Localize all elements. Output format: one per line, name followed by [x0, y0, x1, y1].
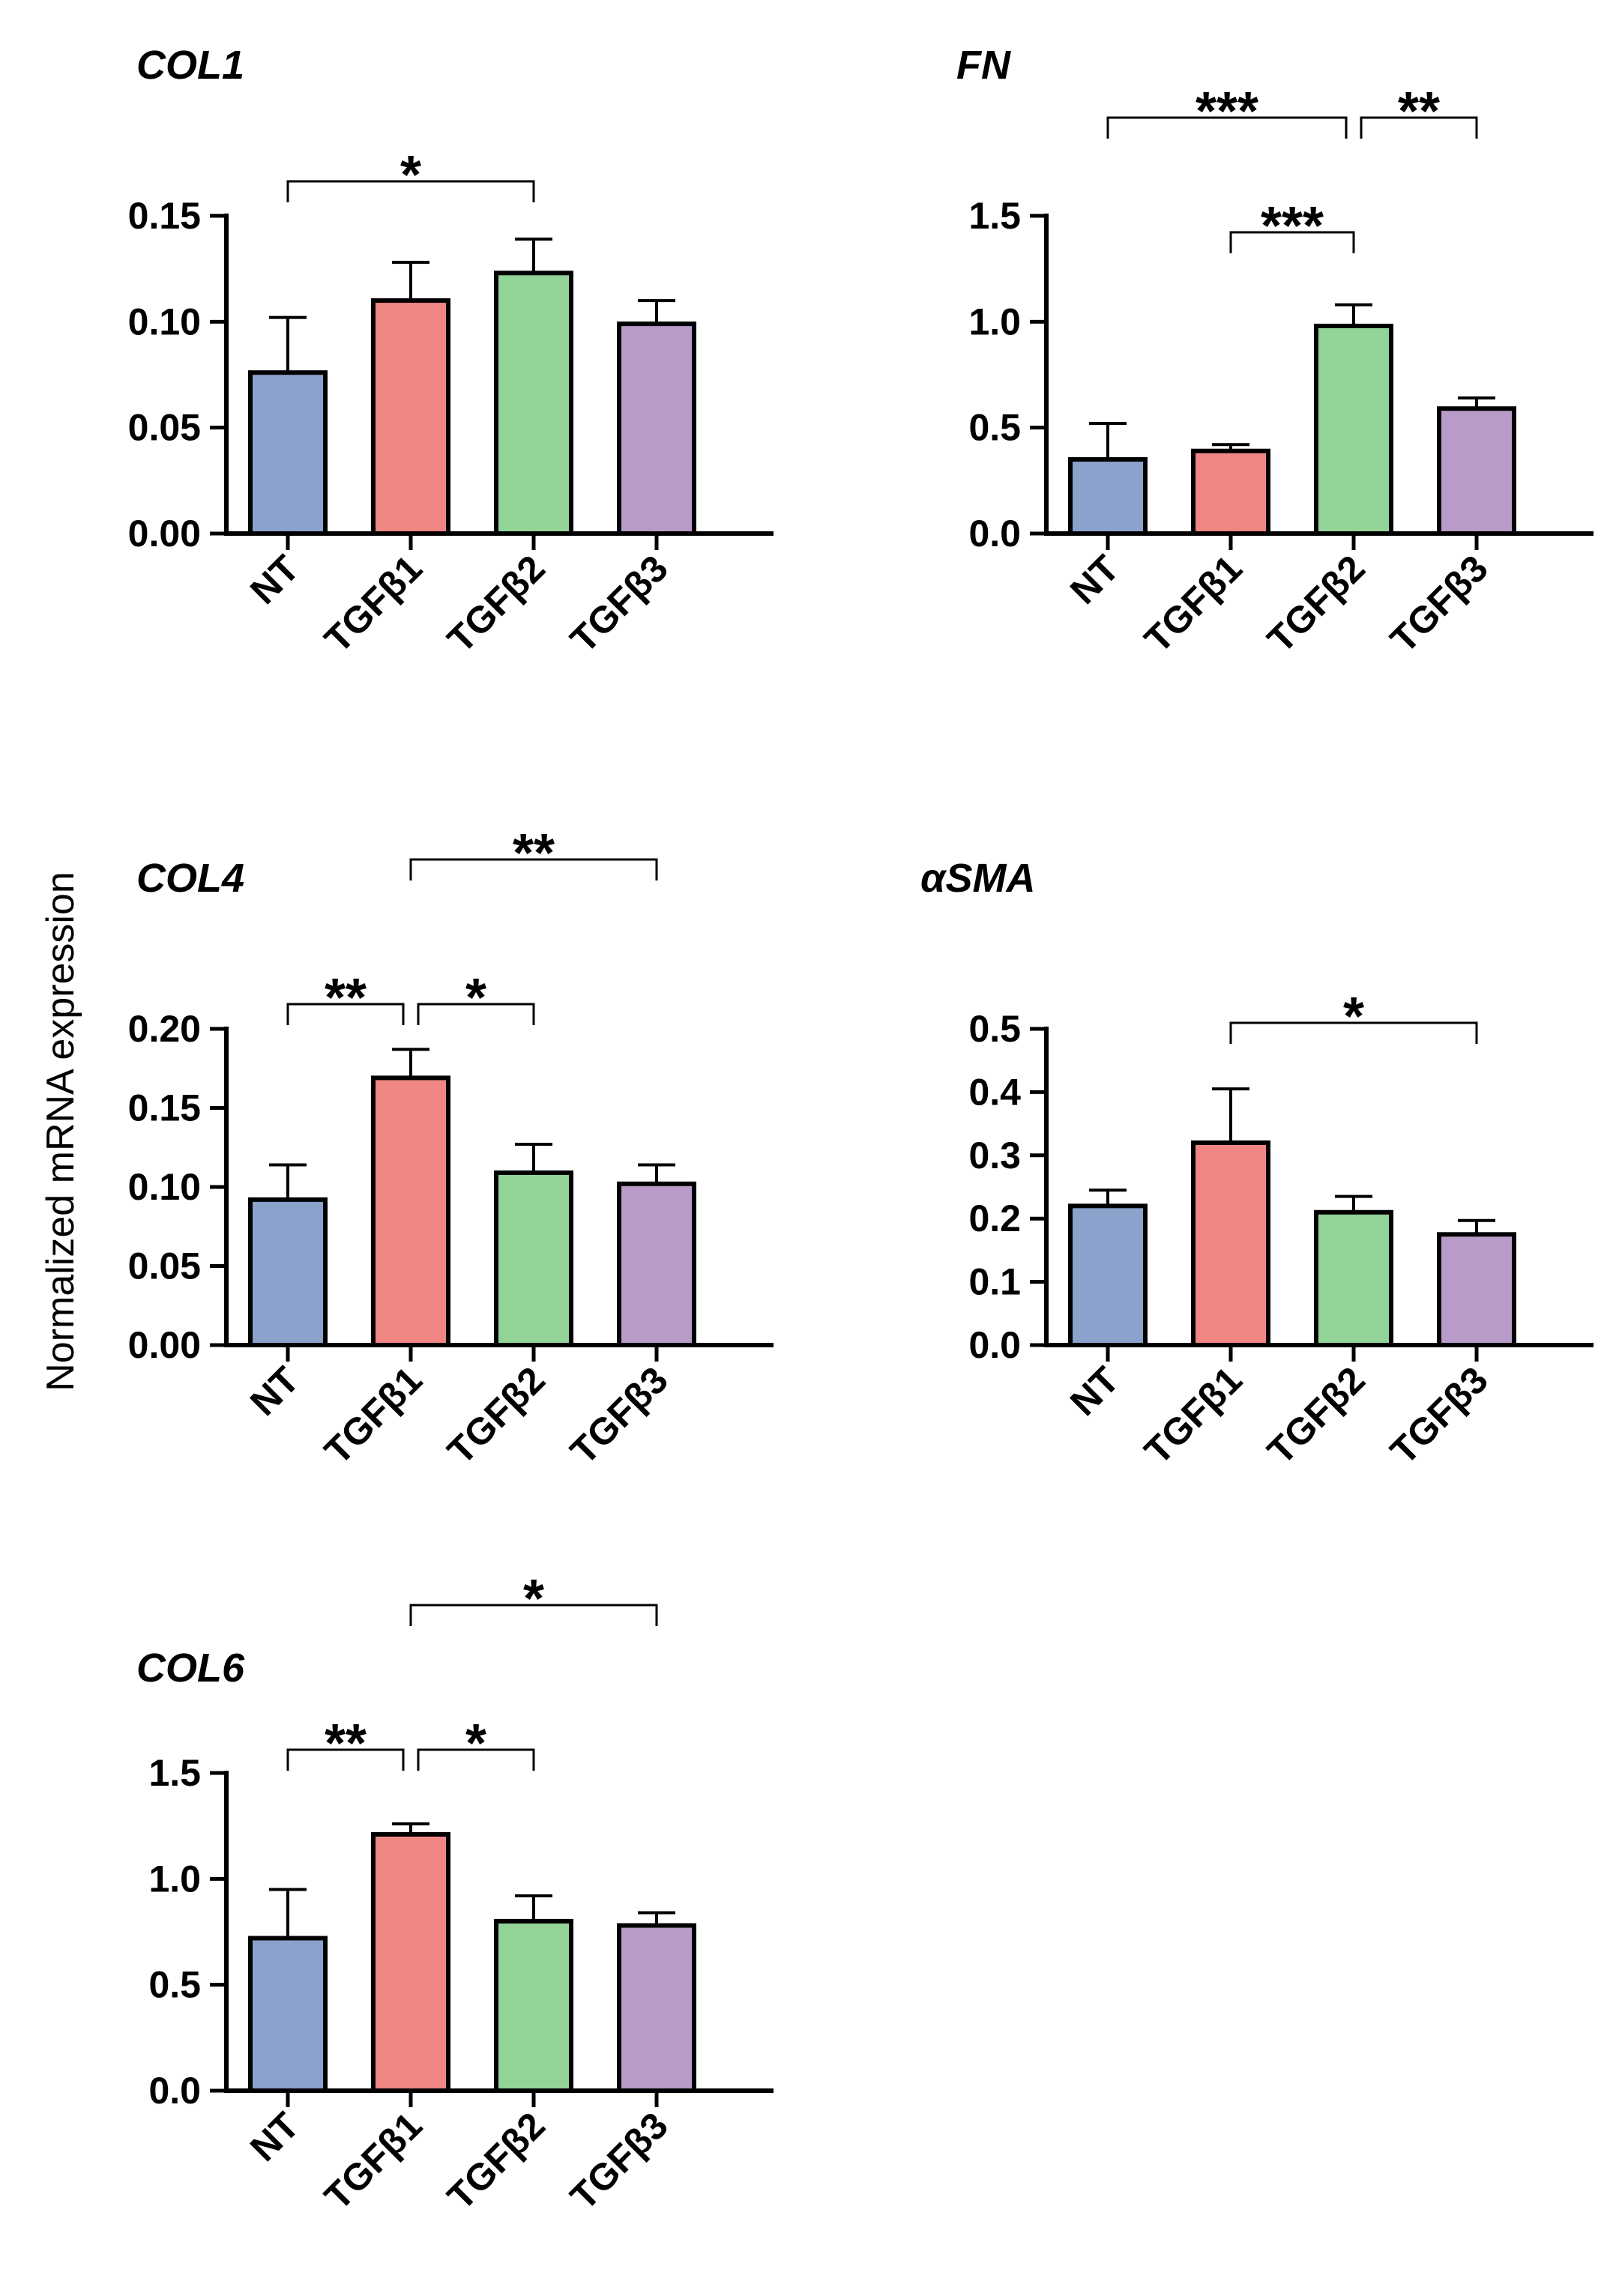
bar-tgfβ3 [1437, 406, 1516, 537]
significance-bracket [1106, 116, 1348, 139]
significance-label: ** [1398, 82, 1440, 142]
y-tick-label: 0.3 [968, 1135, 1021, 1176]
significance-label: ** [513, 824, 555, 883]
bar-nt [248, 1197, 328, 1347]
y-tick-label: 1.0 [148, 1858, 201, 1900]
x-tick-label: NT [242, 547, 307, 612]
x-tick-label: TGFβ2 [1259, 547, 1373, 661]
y-tick-label: 0.20 [128, 1008, 201, 1050]
bar-tgfβ3 [617, 321, 696, 536]
chart-panel-αsma: αSMA 0.0 0.1 0.2 0.3 0.4 0.5 NT TGFβ1 TGFβ2 TGFβ3 * [920, 856, 1594, 1472]
significance-label: * [465, 1714, 486, 1774]
x-tick-label: TGFβ1 [316, 2104, 430, 2218]
x-tick-label: TGFβ2 [1259, 1359, 1373, 1472]
y-tick-label: 1.5 [968, 195, 1021, 237]
y-tick-label: 0.1 [968, 1261, 1021, 1303]
y-tick-label: 0.2 [968, 1197, 1021, 1239]
bar-tgfβ3 [617, 1923, 696, 2094]
y-tick-label: 0.5 [968, 407, 1021, 449]
significance-label: * [1343, 987, 1364, 1047]
y-tick-label: 0.00 [128, 513, 201, 555]
bar-nt [248, 370, 328, 536]
bar-nt [248, 1936, 328, 2093]
x-tick-label: NT [242, 2104, 307, 2169]
bar-tgfβ1 [1191, 1140, 1270, 1348]
significance-bracket [1229, 231, 1355, 253]
x-tick-label: TGFβ1 [316, 1359, 430, 1472]
significance-label: ** [325, 1714, 367, 1774]
y-tick-label: 0.0 [148, 2070, 201, 2112]
y-axis-label: Normalized mRNA expression [39, 871, 82, 1392]
chart-panel-fn: FN0.00.51.01.5NT TGFβ1 TGFβ2 TGFβ3****** ** [956, 43, 1594, 661]
bar-tgfβ3 [1437, 1232, 1516, 1348]
significance-label: * [400, 145, 421, 205]
y-tick-label: 0.00 [128, 1324, 201, 1366]
significance-bracket [286, 1003, 405, 1025]
x-tick-label: TGFβ1 [1136, 1359, 1250, 1472]
significance-label: *** [1261, 196, 1324, 256]
bar-tgfβ2 [494, 1170, 573, 1348]
significance-bracket [286, 1748, 405, 1771]
y-tick-label: 0.05 [128, 1245, 201, 1287]
bar-tgfβ2 [494, 1918, 573, 2094]
x-tick-label: NT [1062, 547, 1127, 612]
y-tick-label: 0.5 [968, 1008, 1021, 1050]
y-tick-label: 0.5 [148, 1964, 201, 2006]
x-tick-label: TGFβ3 [1382, 547, 1496, 661]
y-tick-label: 0.15 [128, 1087, 201, 1129]
y-tick-label: 0.10 [128, 300, 201, 342]
x-tick-label: TGFβ3 [562, 547, 676, 661]
chart-title: αSMA [920, 856, 1035, 901]
chart-panel-col1: COL1 0.00 0.05 0.10 0.15 NT TGFβ1 TGFβ2 TGFβ3 * [128, 43, 774, 661]
y-tick-label: 1.5 [148, 1752, 201, 1794]
significance-label: *** [1196, 82, 1258, 142]
bar-tgfβ1 [371, 1075, 450, 1348]
bar-nt [1068, 457, 1148, 536]
x-tick-label: TGFβ1 [316, 547, 430, 661]
y-tick-label: 1.0 [968, 300, 1021, 342]
significance-bracket [1229, 1021, 1478, 1044]
bar-tgfβ2 [1314, 323, 1393, 536]
significance-bracket [409, 1604, 658, 1626]
significance-bracket [409, 858, 658, 880]
significance-bracket [1360, 116, 1478, 139]
significance-bracket [286, 180, 535, 202]
significance-bracket [417, 1748, 535, 1771]
x-tick-label: TGFβ1 [1136, 547, 1250, 661]
y-tick-label: 0.0 [968, 1324, 1021, 1366]
y-tick-label: 0.05 [128, 407, 201, 449]
x-tick-label: TGFβ3 [562, 2104, 676, 2218]
x-tick-label: TGFβ2 [439, 1359, 553, 1472]
chart-title: COL4 [136, 856, 244, 901]
x-tick-label: TGFβ2 [439, 547, 553, 661]
y-tick-label: 0.4 [968, 1071, 1021, 1113]
y-tick-label: 0.15 [128, 195, 201, 237]
x-tick-label: TGFβ2 [439, 2104, 553, 2218]
significance-bracket [417, 1003, 535, 1025]
chart-title: COL6 [136, 1646, 245, 1691]
bar-nt [1068, 1203, 1148, 1347]
significance-label: * [465, 968, 486, 1028]
significance-label: * [523, 1569, 544, 1629]
chart-title: FN [956, 43, 1011, 88]
bar-tgfβ2 [1314, 1209, 1393, 1348]
y-tick-label: 0.10 [128, 1166, 201, 1208]
chart-panel-col4: COL4 0.00 0.05 0.10 0.15 0.20 NT TGFβ1 TGFβ2 TGFβ… [128, 824, 774, 1472]
x-tick-label: NT [1062, 1359, 1127, 1424]
bar-tgfβ1 [371, 298, 450, 536]
y-tick-label: 0.0 [968, 513, 1021, 555]
x-tick-label: TGFβ3 [1382, 1359, 1496, 1472]
bar-tgfβ2 [494, 271, 573, 536]
bar-tgfβ1 [371, 1831, 450, 2094]
bar-tgfβ1 [1191, 448, 1270, 537]
significance-label: ** [325, 968, 367, 1028]
bar-tgfβ3 [617, 1181, 696, 1348]
x-tick-label: TGFβ3 [562, 1359, 676, 1472]
x-tick-label: NT [242, 1359, 307, 1424]
chart-title: COL1 [136, 43, 244, 88]
